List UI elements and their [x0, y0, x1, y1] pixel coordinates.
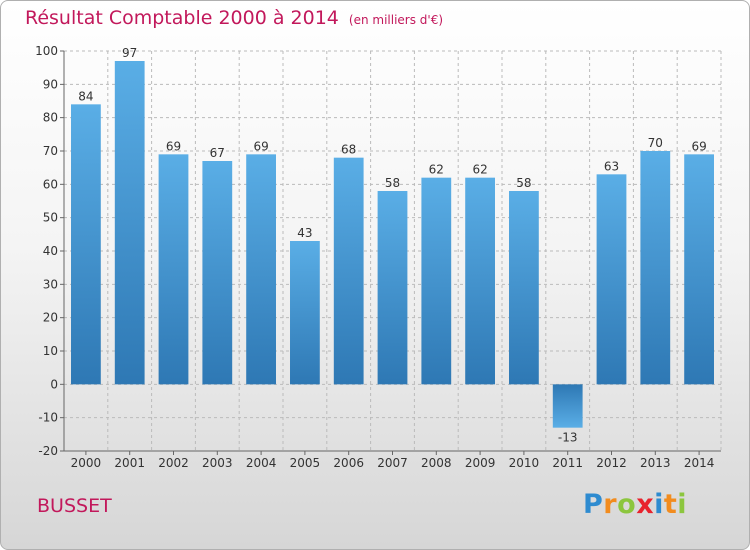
data-label: 62 — [472, 163, 487, 177]
logo-letter: r — [603, 489, 618, 520]
data-label: -13 — [558, 431, 578, 445]
logo-letter: t — [663, 489, 678, 520]
logo-letter: x — [636, 489, 655, 520]
bar — [509, 191, 539, 385]
data-label: 69 — [253, 139, 268, 153]
x-tick-label: 2007 — [377, 456, 408, 470]
logo-letter: i — [677, 489, 688, 520]
y-tick-label: 40 — [43, 244, 58, 258]
x-tick-label: 2008 — [421, 456, 452, 470]
data-label: 58 — [516, 176, 531, 190]
y-tick-label: 30 — [43, 277, 58, 291]
logo-letter: P — [583, 489, 604, 520]
x-tick-label: 2014 — [684, 456, 715, 470]
bar — [465, 177, 495, 385]
place-name: BUSSET — [37, 495, 112, 517]
y-tick-label: 70 — [43, 144, 58, 158]
logo-letter: i — [654, 489, 664, 520]
bar — [202, 161, 233, 385]
x-tick-label: 2012 — [596, 456, 627, 470]
bar — [377, 191, 408, 385]
y-tick-label: 50 — [43, 211, 58, 225]
data-label: 62 — [429, 163, 444, 177]
x-tick-label: 2001 — [114, 456, 145, 470]
x-tick-label: 2002 — [158, 456, 189, 470]
chart-title: Résultat Comptable 2000 à 2014 (en millie… — [25, 7, 443, 29]
bar — [552, 384, 583, 428]
bar — [640, 151, 671, 385]
y-tick-label: 0 — [50, 377, 58, 391]
y-tick-label: 90 — [43, 77, 58, 91]
bar — [114, 61, 145, 385]
bar — [596, 174, 627, 385]
y-tick-label: 100 — [35, 44, 58, 58]
data-label: 69 — [166, 139, 181, 153]
data-label: 70 — [648, 136, 663, 150]
x-tick-label: 2010 — [509, 456, 540, 470]
bar — [158, 154, 189, 385]
x-tick-label: 2004 — [246, 456, 277, 470]
x-tick-label: 2005 — [290, 456, 321, 470]
bar — [421, 177, 452, 385]
data-label: 97 — [122, 46, 137, 60]
x-tick-label: 2013 — [640, 456, 671, 470]
chart-subtitle: (en milliers d'€) — [348, 13, 444, 27]
y-tick-label: -10 — [38, 411, 58, 425]
data-label: 43 — [297, 226, 312, 240]
y-tick-label: 10 — [43, 344, 58, 358]
logo-letter: o — [617, 489, 637, 520]
y-tick-label: 60 — [43, 177, 58, 191]
bar — [290, 241, 320, 385]
bar — [684, 154, 714, 385]
axes: -20 -10 0 10 20 30 40 50 60 70 80 90 100 2000 2001 2002… — [35, 44, 721, 470]
data-label: 68 — [341, 143, 356, 157]
bar — [246, 154, 276, 385]
bars — [71, 61, 714, 428]
data-label: 84 — [78, 89, 93, 103]
y-tick-label: 80 — [43, 111, 58, 125]
y-tick-label: -20 — [38, 444, 58, 458]
bar — [333, 157, 364, 385]
x-tick-label: 2009 — [465, 456, 496, 470]
chart-title-text: Résultat Comptable 2000 à 2014 — [25, 7, 339, 29]
value-labels: 84 97 69 67 69 43 68 58 62 62 58 -13 63 70 69 — [78, 46, 706, 445]
data-label: 69 — [691, 139, 706, 153]
data-label: 67 — [210, 146, 225, 160]
x-tick-label: 2011 — [552, 456, 583, 470]
x-tick-label: 2000 — [71, 456, 102, 470]
proxiti-logo: Proxiti — [583, 489, 687, 520]
y-tick-label: 20 — [43, 311, 58, 325]
data-label: 63 — [604, 159, 619, 173]
x-tick-label: 2003 — [202, 456, 233, 470]
x-tick-label: 2006 — [333, 456, 364, 470]
bar — [71, 104, 101, 385]
data-label: 58 — [385, 176, 400, 190]
